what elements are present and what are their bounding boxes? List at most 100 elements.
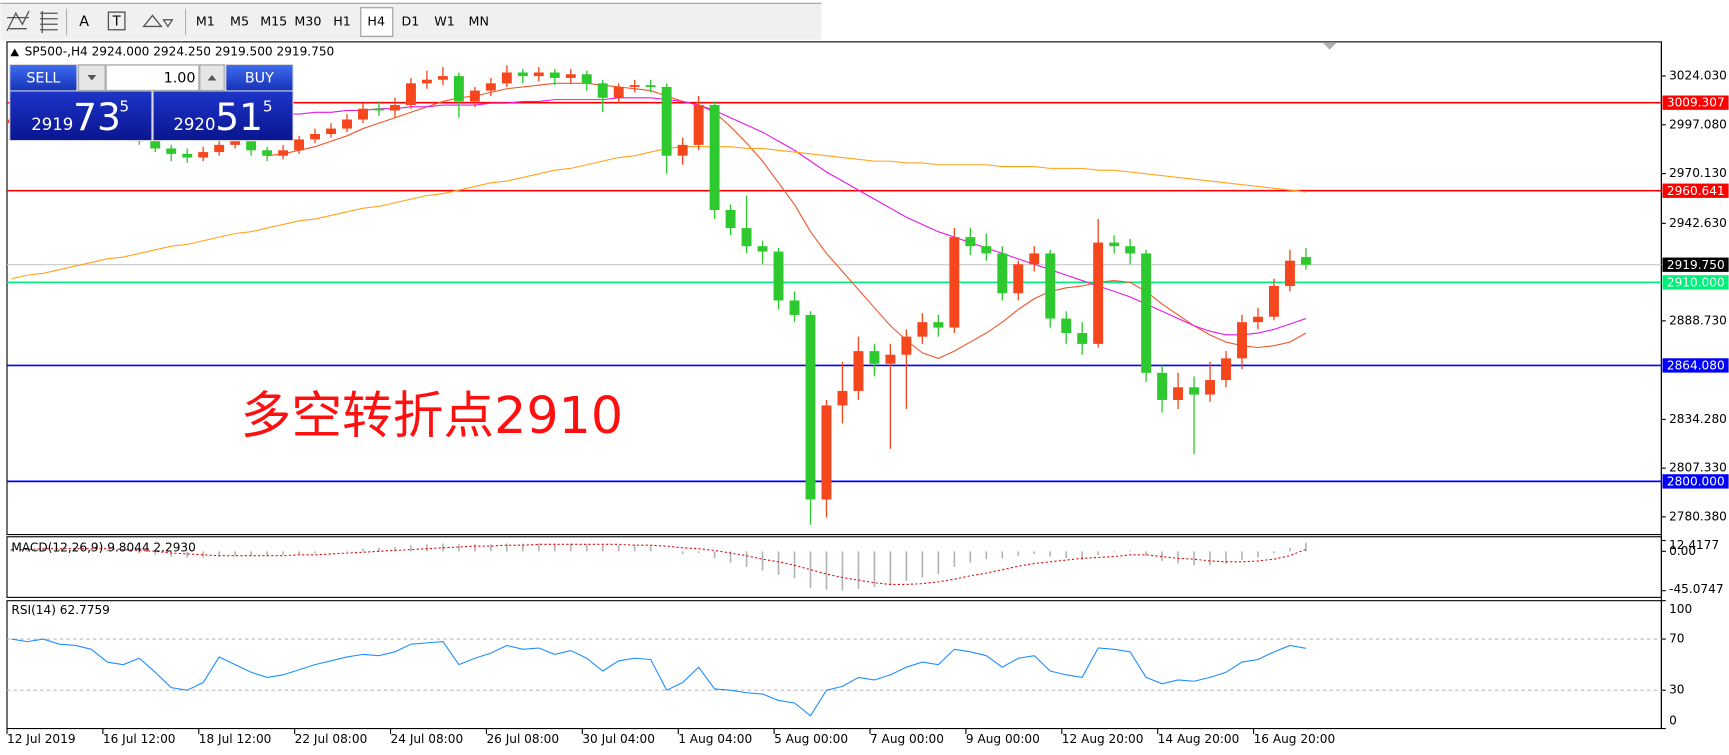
candle-body xyxy=(437,76,448,80)
lot-up[interactable] xyxy=(199,64,225,91)
candle-body xyxy=(757,246,768,252)
candle-body xyxy=(501,72,512,84)
candle-body xyxy=(581,74,592,84)
timeframe-button[interactable]: MN xyxy=(469,14,489,29)
price-tag xyxy=(1662,474,1729,489)
candle-body xyxy=(310,133,321,140)
timeframe-button[interactable]: M5 xyxy=(230,14,249,29)
candle-body xyxy=(390,105,400,111)
candle-body xyxy=(262,150,273,156)
candle-body xyxy=(629,85,640,87)
x-tick-label: 24 Jul 08:00 xyxy=(391,732,464,746)
price-tag-label: 2864.080 xyxy=(1667,358,1725,372)
bid-big-figure: 2919 xyxy=(31,115,73,134)
candle-body xyxy=(1284,260,1295,286)
x-tick-label: 14 Aug 20:00 xyxy=(1158,732,1240,746)
candle-body xyxy=(1077,333,1088,344)
candle-body xyxy=(246,141,257,151)
candle-body xyxy=(1157,372,1168,400)
timeframes: M1 M5 M15 M30 H1 H4 D1 W1 MN xyxy=(196,7,489,37)
candle-body xyxy=(1061,318,1072,334)
tool-text[interactable]: A xyxy=(79,14,89,30)
candle-body xyxy=(981,246,992,254)
timeframe-button[interactable]: H1 xyxy=(333,14,351,29)
main-chart: 3024.030 2997.080 2970.130 2942.630 2888.730… xyxy=(6,65,1729,746)
x-tick-label: 1 Aug 04:00 xyxy=(678,732,752,746)
trade-panel: SELL 1.00 BUY 2919 73 5 2920 51 5 xyxy=(9,63,294,142)
tool-icons[interactable] xyxy=(6,10,174,34)
candle-body xyxy=(294,139,305,151)
candle-body xyxy=(1013,264,1024,294)
candle-body xyxy=(885,354,896,364)
candle-body xyxy=(1205,380,1215,395)
y-tick-label: 30 xyxy=(1669,683,1684,697)
ask-pips: 51 xyxy=(215,95,263,139)
arrow-icon xyxy=(87,74,97,81)
ask-box[interactable] xyxy=(153,91,293,140)
candle-body xyxy=(1045,253,1056,319)
rsi-title: RSI(14) 62.7759 xyxy=(11,603,109,617)
candle-body xyxy=(166,148,177,154)
candle-body xyxy=(1300,257,1311,265)
candle-body xyxy=(150,141,161,149)
candle-body xyxy=(1253,316,1263,323)
candle-body xyxy=(1221,358,1231,381)
arrow-icon xyxy=(207,74,217,81)
candle-body xyxy=(342,119,352,129)
candle-body xyxy=(1029,253,1040,265)
tool-icon[interactable] xyxy=(40,11,58,34)
timeframe-button[interactable]: D1 xyxy=(401,14,419,29)
buy-label[interactable]: BUY xyxy=(245,70,274,86)
x-tick-label: 16 Aug 20:00 xyxy=(1254,732,1336,746)
lot-input[interactable] xyxy=(105,64,200,91)
lot-value[interactable]: 1.00 xyxy=(164,70,196,86)
y-tick-label: 12.4177 xyxy=(1669,538,1719,552)
price-tag xyxy=(1662,358,1729,373)
candle-body xyxy=(741,228,752,247)
y-tick-label: 2997.080 xyxy=(1669,117,1727,131)
candle-body xyxy=(949,237,960,328)
y-tick-label: 2834.280 xyxy=(1669,412,1727,426)
timeframe-button[interactable]: M15 xyxy=(260,14,287,29)
tool-text[interactable]: T xyxy=(112,14,122,29)
timeframe-button[interactable]: M1 xyxy=(196,14,215,29)
price-tag-label: 3009.307 xyxy=(1667,96,1725,110)
candle-body xyxy=(837,390,848,406)
sell-button[interactable] xyxy=(10,65,77,91)
ask-fraction: 5 xyxy=(263,97,273,115)
candle-body xyxy=(565,74,576,78)
timeframe-button[interactable]: M30 xyxy=(294,14,321,29)
candle-body xyxy=(1093,242,1104,344)
candle-body xyxy=(1109,242,1120,247)
x-tick-label: 18 Jul 12:00 xyxy=(199,732,272,746)
toolbar-bg xyxy=(0,3,822,40)
bid-box[interactable] xyxy=(10,91,152,140)
shift-marker xyxy=(1323,42,1337,50)
x-tick-label: 30 Jul 04:00 xyxy=(582,732,655,746)
candle-body xyxy=(182,153,193,158)
y-tick-label: 2970.130 xyxy=(1669,166,1727,180)
macd-title: MACD(12,26,9) 9.8044 2.2930 xyxy=(11,540,195,554)
candle-body xyxy=(853,351,864,391)
y-tick-label: 0 xyxy=(1669,713,1677,727)
price-tag xyxy=(1662,257,1729,272)
candle-body xyxy=(597,83,608,98)
tool-icon[interactable] xyxy=(6,10,30,32)
candle-body xyxy=(421,79,432,84)
price-tag xyxy=(1662,95,1729,110)
price-tag-label: 2919.750 xyxy=(1667,258,1725,272)
signal-line xyxy=(11,543,1307,586)
tool-icon[interactable] xyxy=(107,11,126,31)
buy-button[interactable] xyxy=(226,65,293,91)
annotation: 多空转折点2910 xyxy=(241,386,623,445)
timeframe-button[interactable]: H4 xyxy=(367,14,385,29)
candle-body xyxy=(661,86,672,156)
sell-label[interactable]: SELL xyxy=(26,70,60,86)
candle-body xyxy=(453,76,464,102)
tool-icon[interactable] xyxy=(142,14,174,28)
price-tag xyxy=(1662,275,1729,290)
plot-area xyxy=(6,65,1662,525)
timeframe-button[interactable]: W1 xyxy=(434,14,455,29)
candle-body xyxy=(517,72,528,77)
